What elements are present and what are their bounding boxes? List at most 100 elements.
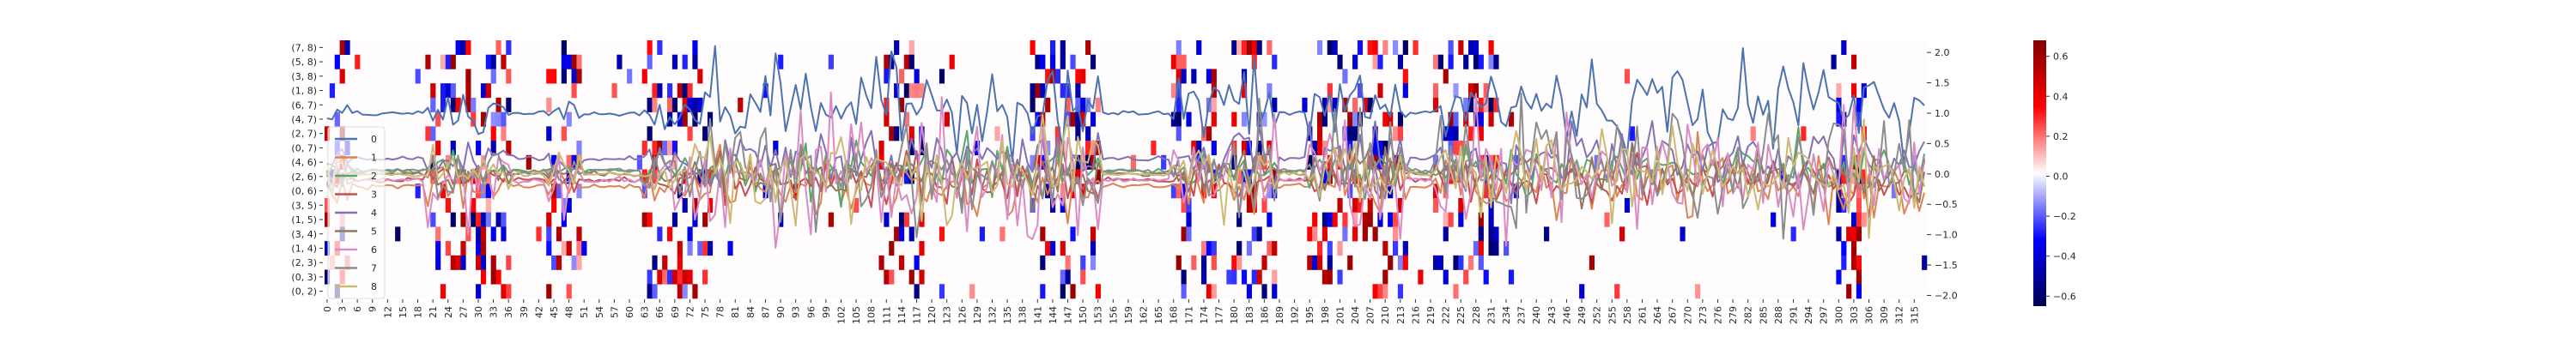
heatmap-cell bbox=[546, 69, 552, 84]
heatmap-cell bbox=[556, 226, 562, 242]
heatmap-cell bbox=[471, 111, 477, 127]
heatmap-cell bbox=[1181, 69, 1187, 84]
heatmap-cell bbox=[1035, 154, 1041, 170]
heatmap-cell bbox=[652, 83, 658, 99]
column-label: 258 bbox=[1622, 306, 1633, 324]
heatmap-cell bbox=[546, 284, 552, 299]
column-label: 87 bbox=[760, 306, 771, 318]
heatmap-cell bbox=[1186, 226, 1192, 242]
heatmap-cell bbox=[908, 126, 914, 141]
heatmap-cell bbox=[566, 241, 572, 256]
column-label: 264 bbox=[1652, 306, 1663, 324]
column-label: 135 bbox=[1002, 306, 1013, 324]
heatmap-cell bbox=[1272, 184, 1278, 199]
row-label: (1, 8) bbox=[291, 86, 317, 97]
heatmap-cell bbox=[1251, 269, 1257, 285]
heatmap-cell bbox=[898, 69, 905, 84]
heatmap-cell bbox=[395, 226, 401, 242]
heatmap-cell bbox=[884, 212, 890, 227]
heatmap-cell bbox=[465, 83, 471, 99]
heatmap-cell bbox=[1836, 83, 1842, 99]
column-label: 66 bbox=[654, 306, 665, 318]
heatmap-cell bbox=[1075, 126, 1081, 141]
heatmap-cell bbox=[1176, 126, 1182, 141]
heatmap-cell bbox=[430, 212, 436, 227]
column-label: 315 bbox=[1909, 306, 1920, 324]
legend-label: 7 bbox=[371, 263, 377, 274]
heatmap-cell bbox=[903, 54, 909, 69]
heatmap-cell bbox=[450, 212, 456, 227]
heatmap-cell bbox=[611, 83, 617, 99]
heatmap-cell bbox=[878, 255, 884, 270]
heatmap-cell bbox=[1176, 40, 1182, 56]
heatmap-cell bbox=[1850, 169, 1857, 184]
heatmap-cell bbox=[581, 241, 587, 256]
heatmap-cell bbox=[561, 241, 567, 256]
heatmap-cell bbox=[1316, 126, 1323, 141]
heatmap-cell bbox=[1211, 255, 1217, 270]
heatmap-cell bbox=[1856, 284, 1862, 299]
heatmap-cell bbox=[652, 141, 658, 156]
heatmap-cell bbox=[1911, 154, 1917, 170]
column-label: 285 bbox=[1758, 306, 1769, 324]
right-axis-label: 0.5 bbox=[1935, 138, 1950, 149]
legend: 0 1 2 3 4 5 6 7 8 bbox=[327, 126, 386, 299]
column-label: 225 bbox=[1455, 306, 1467, 324]
heatmap-cell bbox=[1211, 97, 1217, 112]
heatmap-cell bbox=[1272, 54, 1278, 69]
heatmap-cell bbox=[1836, 111, 1842, 127]
heatmap-cell bbox=[1035, 54, 1041, 69]
heatmap-cell bbox=[919, 83, 925, 99]
column-label: 156 bbox=[1108, 306, 1119, 324]
heatmap-cell bbox=[647, 126, 653, 141]
heatmap-cell bbox=[671, 54, 678, 69]
heatmap-cell bbox=[692, 54, 698, 69]
heatmap-cell bbox=[480, 111, 487, 127]
row-label: (0, 3) bbox=[291, 272, 317, 283]
column-label: 93 bbox=[791, 306, 802, 318]
row-label: (3, 8) bbox=[291, 71, 317, 82]
heatmap-cell bbox=[1473, 54, 1479, 69]
column-label: 102 bbox=[835, 306, 847, 324]
heatmap-cell bbox=[1211, 83, 1217, 99]
heatmap-cell bbox=[1362, 212, 1368, 227]
heatmap-cell bbox=[430, 83, 436, 99]
heatmap-cell bbox=[994, 126, 1000, 141]
heatmap-cell bbox=[490, 126, 496, 141]
heatmap-cell bbox=[471, 197, 477, 213]
heatmap-cell bbox=[1090, 255, 1097, 270]
heatmap-cell bbox=[1170, 54, 1176, 69]
heatmap-cell bbox=[636, 154, 642, 170]
heatmap-cell bbox=[546, 212, 552, 227]
heatmap-cell bbox=[898, 97, 905, 112]
heatmap-cell bbox=[697, 241, 703, 256]
column-label: 114 bbox=[896, 306, 908, 324]
heatmap-cell bbox=[1321, 226, 1328, 242]
heatmap-cell bbox=[1186, 111, 1192, 127]
row-label: (6, 7) bbox=[291, 99, 317, 111]
heatmap-cell bbox=[1850, 255, 1857, 270]
column-label: 174 bbox=[1199, 306, 1210, 324]
heatmap-cell bbox=[1478, 212, 1484, 227]
heatmap-cell bbox=[1054, 126, 1061, 141]
heatmap-cell bbox=[1856, 111, 1862, 127]
heatmap-cell bbox=[1388, 212, 1394, 227]
heatmap-cell bbox=[999, 226, 1005, 242]
heatmap-cell bbox=[889, 169, 895, 184]
heatmap-cell bbox=[1841, 169, 1847, 184]
heatmap-cell bbox=[908, 269, 914, 285]
heatmap-cell bbox=[1095, 97, 1101, 112]
heatmap-cell bbox=[1206, 284, 1212, 299]
heatmap-cell bbox=[1327, 241, 1333, 256]
heatmap-cell bbox=[1448, 212, 1454, 227]
heatmap-cell bbox=[1382, 111, 1388, 127]
legend-label: 0 bbox=[371, 134, 377, 145]
heatmap-cell bbox=[1191, 255, 1197, 270]
heatmap-cell bbox=[1176, 69, 1182, 84]
heatmap-cell bbox=[1393, 212, 1399, 227]
heatmap-cell bbox=[1473, 40, 1479, 56]
heatmap-cell bbox=[1241, 169, 1248, 184]
heatmap-cell bbox=[1080, 269, 1086, 285]
column-label: 123 bbox=[942, 306, 953, 324]
heatmap-cell bbox=[1504, 241, 1510, 256]
